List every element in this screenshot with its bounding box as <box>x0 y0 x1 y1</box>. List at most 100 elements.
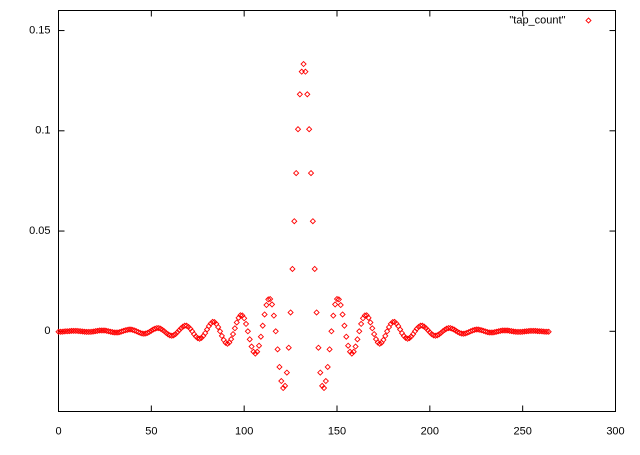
point <box>237 312 244 319</box>
point <box>248 343 255 350</box>
point <box>148 327 155 334</box>
point <box>474 326 482 333</box>
point <box>532 327 539 335</box>
point <box>289 265 296 273</box>
point <box>328 328 335 335</box>
point <box>335 296 342 303</box>
point <box>480 327 487 335</box>
point <box>445 324 452 332</box>
point <box>153 324 161 332</box>
point <box>348 350 355 357</box>
point <box>406 334 413 342</box>
point <box>387 320 394 328</box>
point <box>339 311 346 318</box>
point <box>413 325 420 332</box>
point <box>231 325 239 332</box>
point <box>372 335 380 343</box>
point <box>267 295 274 303</box>
point <box>345 342 352 349</box>
point <box>198 334 205 342</box>
point <box>304 91 311 98</box>
point <box>287 309 294 316</box>
point <box>270 312 278 319</box>
x-tick-label: 0 <box>55 425 61 437</box>
point <box>209 318 216 326</box>
point <box>315 344 322 351</box>
point <box>107 328 114 335</box>
point <box>383 328 391 335</box>
point <box>543 328 550 335</box>
point <box>254 348 261 355</box>
point <box>285 344 292 351</box>
point <box>376 340 383 347</box>
point <box>218 332 226 340</box>
point <box>291 218 298 225</box>
point <box>300 60 307 68</box>
point <box>103 327 110 335</box>
point <box>259 322 266 329</box>
point <box>215 323 222 331</box>
x-tick-label: 50 <box>145 425 157 437</box>
point <box>439 328 446 335</box>
point <box>283 369 291 376</box>
x-tick-label: 100 <box>235 425 253 437</box>
point <box>506 327 513 335</box>
point <box>404 335 411 342</box>
point <box>177 325 185 332</box>
point <box>255 342 263 349</box>
point <box>176 327 183 334</box>
point <box>311 265 318 273</box>
point <box>105 328 112 335</box>
point <box>313 309 320 316</box>
point <box>478 327 485 334</box>
point <box>482 328 489 335</box>
point <box>502 327 510 334</box>
point <box>75 327 83 335</box>
point <box>437 329 445 337</box>
point <box>356 328 363 335</box>
point <box>354 336 361 343</box>
x-tick-label: 150 <box>328 425 346 437</box>
point <box>473 326 480 333</box>
point <box>272 328 279 335</box>
point <box>307 169 315 177</box>
legend-label: "tap_count" <box>509 14 565 26</box>
point <box>510 328 517 335</box>
point <box>109 328 116 336</box>
point <box>268 301 276 308</box>
point <box>447 324 454 332</box>
point <box>293 169 300 177</box>
x-tick-label: 200 <box>421 425 439 437</box>
point <box>306 126 313 133</box>
x-tick-label: 300 <box>606 425 624 437</box>
point <box>456 329 463 337</box>
point <box>246 336 253 343</box>
point <box>125 326 133 333</box>
point <box>276 363 283 371</box>
point <box>281 382 289 389</box>
point <box>434 332 441 339</box>
point <box>508 327 515 335</box>
point <box>352 343 359 350</box>
point <box>382 332 389 340</box>
y-tick-label: 0.15 <box>29 24 50 36</box>
point <box>317 369 324 376</box>
point <box>73 327 81 335</box>
y-tick-label: 0.05 <box>29 225 50 237</box>
point <box>79 328 86 335</box>
point <box>144 329 151 337</box>
point <box>448 325 456 332</box>
plot-frame <box>58 10 616 412</box>
point <box>294 126 302 133</box>
point <box>274 346 281 353</box>
point <box>228 335 235 343</box>
point <box>99 327 107 334</box>
point <box>261 311 268 318</box>
point <box>233 319 240 326</box>
point <box>341 322 348 329</box>
point <box>137 329 144 337</box>
point <box>146 328 153 336</box>
point <box>135 328 142 336</box>
